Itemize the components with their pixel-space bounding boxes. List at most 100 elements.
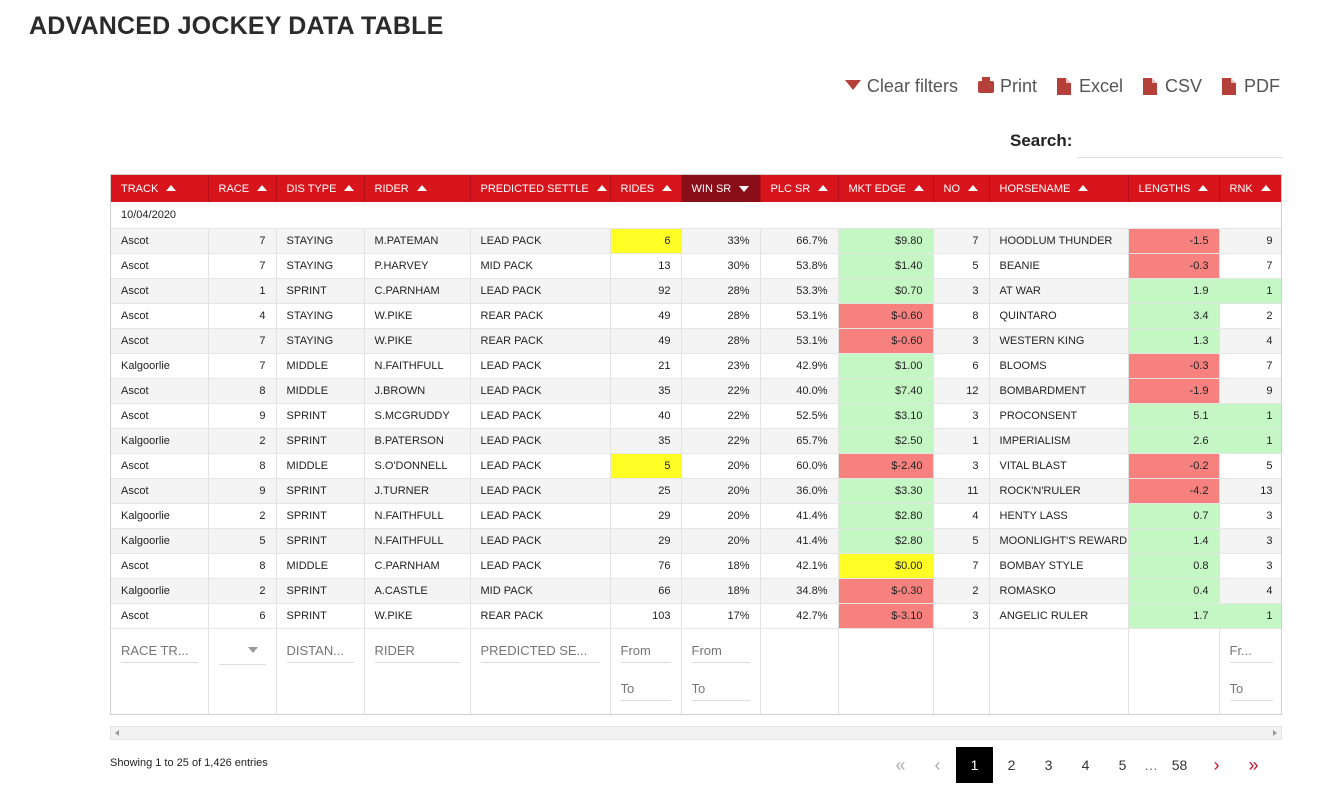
column-header-race[interactable]: RACE bbox=[208, 175, 277, 202]
page-button-2[interactable]: 2 bbox=[1007, 757, 1016, 773]
pagination: « ‹ 1 2 3 4 5 … 58 › » bbox=[882, 747, 1272, 783]
cell-rnk: 3 bbox=[1219, 528, 1281, 554]
column-header-lengths[interactable]: LENGTHS bbox=[1128, 175, 1220, 202]
cell-mkt-edge: $9.80 bbox=[838, 228, 934, 254]
cell-no: 3 bbox=[933, 453, 990, 479]
rider-filter-input[interactable] bbox=[374, 638, 460, 663]
cell-dis-type: SPRINT bbox=[276, 478, 365, 504]
scroll-left-icon[interactable] bbox=[115, 730, 119, 736]
cell-dis-type: MIDDLE bbox=[276, 378, 365, 404]
pdf-button[interactable]: PDF bbox=[1222, 76, 1280, 97]
column-header-no[interactable]: NO bbox=[933, 175, 990, 202]
table-row[interactable]: Ascot 1 SPRINT C.PARNHAM LEAD PACK 92 28% 53.3%… bbox=[111, 278, 1281, 304]
range-from-input[interactable] bbox=[691, 638, 750, 663]
page-button-4[interactable]: 4 bbox=[1081, 757, 1090, 773]
cell-rider: P.HARVEY bbox=[364, 253, 471, 279]
table-row[interactable]: Kalgoorlie 2 SPRINT B.PATERSON LEAD PACK 35 22… bbox=[111, 428, 1281, 454]
cell-rider: J.TURNER bbox=[364, 478, 471, 504]
cell-mkt-edge: $-2.40 bbox=[838, 453, 934, 479]
cell-track: Kalgoorlie bbox=[111, 528, 209, 554]
cell-dis-type: SPRINT bbox=[276, 503, 365, 529]
table-row[interactable]: Ascot 6 SPRINT W.PIKE REAR PACK 103 17% 42.7% $-… bbox=[111, 603, 1281, 629]
cell-rides: 29 bbox=[610, 528, 682, 554]
table-row[interactable]: Ascot 9 SPRINT J.TURNER LEAD PACK 25 20% 36.0% $… bbox=[111, 478, 1281, 504]
search-input[interactable] bbox=[1078, 127, 1282, 158]
clear-filters-button[interactable]: Clear filters bbox=[844, 76, 958, 97]
table-row[interactable]: Kalgoorlie 7 MIDDLE N.FAITHFULL LEAD PACK 21 2… bbox=[111, 353, 1281, 379]
cell-rides: 5 bbox=[610, 453, 682, 479]
excel-button[interactable]: Excel bbox=[1056, 76, 1123, 97]
first-page-button[interactable]: « bbox=[895, 754, 906, 775]
table-row[interactable]: Ascot 7 STAYING P.HARVEY MID PACK 13 30% 53.8% $… bbox=[111, 253, 1281, 279]
range-to-input[interactable] bbox=[620, 676, 671, 701]
table-row[interactable]: Kalgoorlie 2 SPRINT A.CASTLE MID PACK 66 18% 34… bbox=[111, 578, 1281, 604]
table-row[interactable]: Ascot 7 STAYING W.PIKE REAR PACK 49 28% 53.1% $-… bbox=[111, 328, 1281, 354]
csv-button[interactable]: CSV bbox=[1142, 76, 1202, 97]
page-button-last[interactable]: 58 bbox=[1171, 757, 1188, 773]
cell-win-sr: 20% bbox=[681, 478, 761, 504]
print-button[interactable]: Print bbox=[977, 76, 1037, 97]
cell-predicted-settle: LEAD PACK bbox=[470, 453, 611, 479]
column-header-rider[interactable]: RIDER bbox=[364, 175, 471, 202]
cell-lengths: 3.4 bbox=[1128, 303, 1220, 329]
cell-race: 7 bbox=[208, 353, 277, 379]
filter-cell bbox=[933, 628, 990, 714]
cell-mkt-edge: $1.00 bbox=[838, 353, 934, 379]
table-row[interactable]: Kalgoorlie 2 SPRINT N.FAITHFULL LEAD PACK 29 2… bbox=[111, 503, 1281, 529]
column-header-dis-type[interactable]: DIS TYPE bbox=[276, 175, 365, 202]
prev-page-button[interactable]: ‹ bbox=[934, 754, 941, 775]
cell-lengths: -4.2 bbox=[1128, 478, 1220, 504]
table-row[interactable]: Ascot 7 STAYING M.PATEMAN LEAD PACK 6 33% 66.7%… bbox=[111, 228, 1281, 254]
column-header-label: HORSENAME bbox=[999, 182, 1071, 195]
cell-plc-sr: 41.4% bbox=[760, 528, 839, 554]
distance-filter-input[interactable] bbox=[286, 638, 354, 663]
table-row[interactable]: Ascot 8 MIDDLE J.BROWN LEAD PACK 35 22% 40.0% $7… bbox=[111, 378, 1281, 404]
sort-asc-icon bbox=[968, 184, 978, 191]
cell-win-sr: 20% bbox=[681, 528, 761, 554]
cell-rnk: 1 bbox=[1219, 403, 1281, 429]
cell-rides: 76 bbox=[610, 553, 682, 579]
track-filter-input[interactable] bbox=[121, 638, 198, 663]
page-button-1[interactable]: 1 bbox=[956, 747, 993, 783]
page-button-3[interactable]: 3 bbox=[1044, 757, 1053, 773]
last-page-button[interactable]: » bbox=[1248, 754, 1259, 775]
range-from-input[interactable] bbox=[620, 638, 671, 663]
column-header-predicted-settle[interactable]: PREDICTED SETTLE bbox=[470, 175, 611, 202]
table-row[interactable]: Ascot 8 MIDDLE C.PARNHAM LEAD PACK 76 18% 42.1%… bbox=[111, 553, 1281, 579]
cell-dis-type: SPRINT bbox=[276, 528, 365, 554]
filter-icon bbox=[844, 78, 862, 95]
cell-mkt-edge: $2.50 bbox=[838, 428, 934, 454]
column-header-rnk[interactable]: RNK bbox=[1219, 175, 1281, 202]
table-row[interactable]: Kalgoorlie 5 SPRINT N.FAITHFULL LEAD PACK 29 2… bbox=[111, 528, 1281, 554]
column-header-win-sr[interactable]: WIN SR bbox=[681, 175, 761, 202]
race-filter-select[interactable] bbox=[218, 639, 266, 665]
cell-horsename: HENTY LASS bbox=[989, 503, 1129, 529]
range-to-input[interactable] bbox=[1229, 676, 1273, 701]
column-header-plc-sr[interactable]: PLC SR bbox=[760, 175, 839, 202]
column-header-mkt-edge[interactable]: MKT EDGE bbox=[838, 175, 934, 202]
filter-cell bbox=[111, 628, 209, 714]
filter-cell bbox=[1128, 628, 1220, 714]
column-header-horsename[interactable]: HORSENAME bbox=[989, 175, 1129, 202]
sort-asc-icon bbox=[913, 184, 924, 191]
next-page-button[interactable]: › bbox=[1213, 754, 1220, 775]
table-row[interactable]: Ascot 8 MIDDLE S.O'DONNELL LEAD PACK 5 20% 60.0… bbox=[111, 453, 1281, 479]
page-button-5[interactable]: 5 bbox=[1118, 757, 1127, 773]
cell-track: Ascot bbox=[111, 328, 209, 354]
cell-predicted-settle: LEAD PACK bbox=[470, 528, 611, 554]
column-header-track[interactable]: TRACK bbox=[111, 175, 209, 202]
range-from-input[interactable] bbox=[1229, 638, 1273, 663]
table-row[interactable]: Ascot 9 SPRINT S.MCGRUDDY LEAD PACK 40 22% 52.5… bbox=[111, 403, 1281, 429]
horizontal-scrollbar[interactable] bbox=[110, 726, 1282, 740]
cell-rnk: 1 bbox=[1219, 603, 1281, 629]
range-to-input[interactable] bbox=[691, 676, 750, 701]
settle-filter-input[interactable] bbox=[480, 638, 600, 663]
column-header-rides[interactable]: RIDES bbox=[610, 175, 682, 202]
table-row[interactable]: Ascot 4 STAYING W.PIKE REAR PACK 49 28% 53.1% $-… bbox=[111, 303, 1281, 329]
cell-win-sr: 17% bbox=[681, 603, 761, 629]
cell-track: Ascot bbox=[111, 303, 209, 329]
scroll-right-icon[interactable] bbox=[1273, 730, 1277, 736]
pdf-file-icon bbox=[1222, 78, 1239, 95]
cell-rides: 92 bbox=[610, 278, 682, 304]
cell-rnk: 1 bbox=[1219, 428, 1281, 454]
